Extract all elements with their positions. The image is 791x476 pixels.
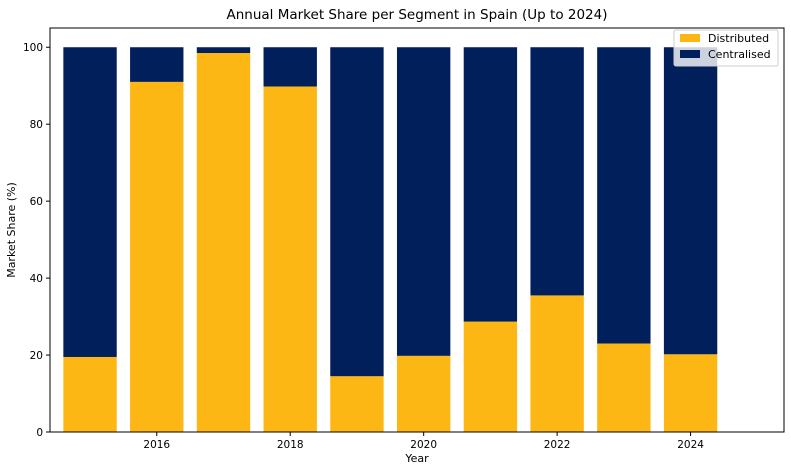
legend-swatch-distributed [680,34,700,42]
legend: Distributed Centralised [673,29,779,67]
bar-centralised-2019 [330,47,384,377]
y-tick-label: 80 [30,119,43,131]
x-tick-label: 2020 [410,439,437,451]
bar-distributed-2022 [530,295,584,432]
bar-distributed-2020 [396,355,451,432]
bar-distributed-2019 [330,376,384,432]
y-tick-label: 20 [30,350,43,362]
legend-label-distributed: Distributed [708,32,769,45]
y-axis-label: Market Share (%) [5,182,18,278]
y-tick-label: 60 [30,196,43,208]
x-axis-ticks: 2016 2018 2020 2022 2024 [143,432,704,451]
y-tick-label: 0 [36,427,43,439]
x-tick-label: 2018 [277,439,304,451]
plot-frame [49,27,785,433]
y-axis-ticks: 0 20 40 60 80 100 [23,42,50,439]
bar-distributed-2016 [130,81,184,433]
legend-label-centralised: Centralised [708,48,771,61]
x-axis-label: Year [404,452,429,465]
bar-distributed-2017 [196,53,251,432]
x-tick-label: 2024 [677,439,704,451]
y-tick-label: 40 [30,273,43,285]
bar-centralised-2017 [196,47,251,54]
bar-centralised-2015 [63,47,117,357]
bar-distributed-2024 [663,354,718,432]
bar-distributed-2023 [597,343,651,432]
bar-centralised-2021 [463,47,518,322]
x-tick-label: 2022 [544,439,571,451]
bar-distributed-2015 [63,356,117,432]
legend-swatch-centralised [680,50,700,58]
chart-title: Annual Market Share per Segment in Spain… [226,7,607,23]
bar-centralised-2023 [597,47,651,344]
x-tick-label: 2016 [143,439,170,451]
bar-centralised-2022 [530,47,584,296]
bar-distributed-2018 [263,86,317,432]
bars-layer [63,47,718,433]
y-tick-label: 100 [23,42,43,54]
bar-centralised-2018 [263,47,317,87]
bar-centralised-2024 [663,47,718,355]
bar-centralised-2016 [130,47,184,82]
bar-centralised-2020 [396,47,451,356]
bar-distributed-2021 [463,321,518,432]
